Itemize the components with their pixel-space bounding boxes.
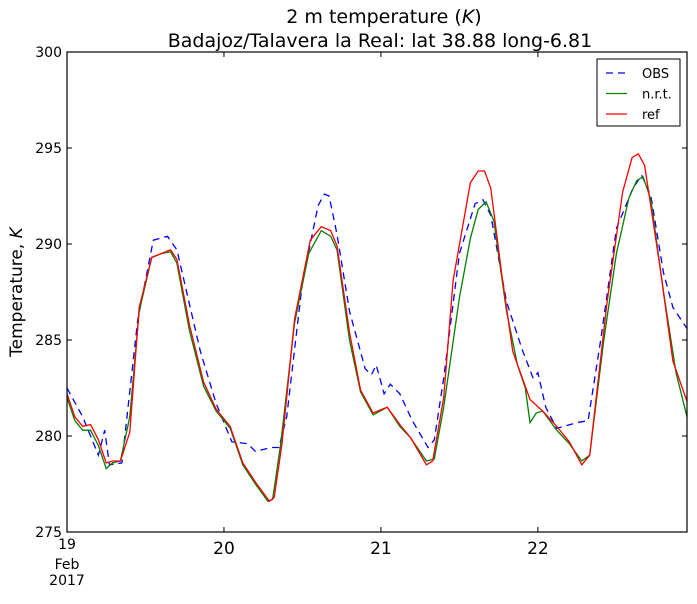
chart-title: 2 m temperature (K) (286, 6, 481, 28)
legend: OBS n.r.t. ref (596, 58, 681, 127)
x-tick-label: 19 (58, 537, 76, 553)
legend-label: ref (642, 108, 660, 123)
series-line-ref (67, 152, 687, 503)
x-tick-label: 21 (370, 539, 392, 559)
legend-label: OBS (642, 67, 669, 82)
series-line-OBS (67, 173, 687, 466)
y-axis-label: Temperature, K (7, 225, 27, 358)
x-tick-label: 20 (213, 539, 235, 559)
x-tick-label: 22 (527, 539, 549, 559)
y-tick-label: 280 (35, 429, 62, 445)
y-tick-label: 290 (35, 237, 62, 253)
y-tick-label: 275 (35, 525, 62, 541)
x-tick-label-date: 2017 (49, 573, 85, 589)
legend-label: n.r.t. (642, 88, 672, 103)
legend-box (596, 58, 681, 127)
x-tick-label-date: Feb (55, 557, 80, 573)
series-line-nrt (67, 175, 687, 503)
y-tick-label: 295 (35, 141, 62, 157)
plot-frame (66, 51, 688, 533)
y-tick-label: 300 (35, 45, 62, 61)
y-tick-label: 285 (35, 333, 62, 349)
chart-subtitle: Badajoz/Talavera la Real: lat 38.88 long… (168, 30, 593, 52)
